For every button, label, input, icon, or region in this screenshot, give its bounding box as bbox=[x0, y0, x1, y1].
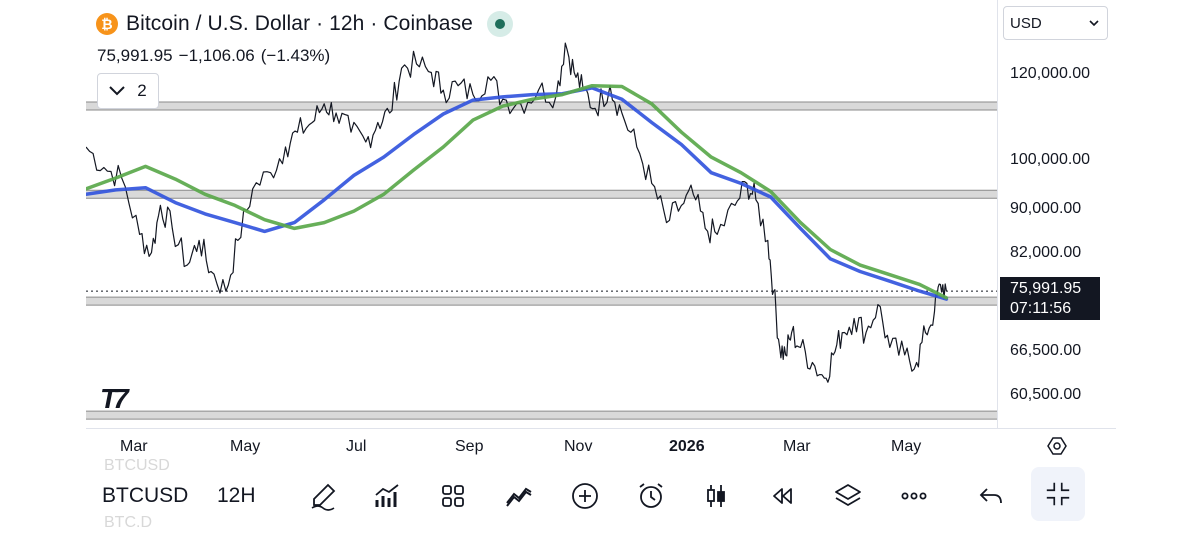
grid-icon bbox=[442, 485, 464, 507]
price-series-line[interactable] bbox=[86, 42, 947, 383]
chart-pane[interactable] bbox=[86, 0, 997, 428]
bar-countdown: 07:11:56 bbox=[1010, 300, 1072, 317]
plus-circle-icon bbox=[572, 483, 598, 509]
symbol-ghost-prev: BTCUSD bbox=[104, 457, 170, 474]
moving-average-fast-line[interactable] bbox=[86, 86, 949, 301]
time-tick: Sep bbox=[455, 438, 484, 455]
candlestick-icon bbox=[707, 485, 725, 507]
price-change: −1,106.06 bbox=[178, 46, 255, 65]
time-axis[interactable] bbox=[86, 428, 1116, 467]
level-band[interactable] bbox=[86, 102, 997, 111]
price-tick: 82,000.00 bbox=[1010, 244, 1082, 261]
symbol-header[interactable]: ₿ Bitcoin / U.S. Dollar · 12h · Coinbase bbox=[96, 11, 513, 37]
compare-lines-icon bbox=[506, 487, 532, 507]
layers-icon bbox=[835, 484, 861, 507]
symbol-title[interactable]: Bitcoin / U.S. Dollar · 12h · Coinbase bbox=[126, 12, 473, 35]
last-price-label: 75,991.95 07:11:56 bbox=[1000, 277, 1100, 320]
add-button[interactable] bbox=[567, 478, 603, 514]
price-chart[interactable] bbox=[86, 0, 997, 428]
price-change-percent: (−1.43%) bbox=[260, 46, 331, 65]
compare-button[interactable] bbox=[501, 478, 537, 514]
level-band[interactable] bbox=[86, 411, 997, 420]
time-tick: Nov bbox=[564, 438, 593, 455]
object-tree-button[interactable] bbox=[830, 478, 866, 514]
rewind-icon bbox=[773, 488, 792, 504]
moving-average-slow-line[interactable] bbox=[86, 83, 949, 300]
price-axis[interactable] bbox=[997, 0, 1116, 428]
price-tick: 66,500.00 bbox=[1010, 342, 1082, 359]
price-tick: 100,000.00 bbox=[1010, 151, 1091, 168]
tradingview-logo-icon[interactable]: T7 bbox=[100, 383, 129, 414]
currency-label: USD bbox=[1010, 14, 1042, 32]
collapse-arrows-icon bbox=[1046, 482, 1070, 506]
currency-select[interactable]: USD bbox=[1003, 6, 1108, 40]
time-tick: Mar bbox=[783, 438, 811, 455]
more-button[interactable] bbox=[896, 478, 932, 514]
price-tick: 120,000.00 bbox=[1010, 65, 1091, 82]
chevron-down-icon bbox=[109, 86, 125, 96]
time-tick-year: 2026 bbox=[669, 438, 705, 455]
pen-icon bbox=[311, 483, 336, 511]
price-tick: 60,500.00 bbox=[1010, 386, 1082, 403]
drawing-tool-button[interactable] bbox=[305, 478, 341, 514]
time-tick: May bbox=[891, 438, 922, 455]
layouts-button[interactable] bbox=[435, 478, 471, 514]
level-band[interactable] bbox=[86, 297, 997, 306]
last-price: 75,991.95 bbox=[97, 46, 173, 65]
level-band[interactable] bbox=[86, 190, 997, 199]
last-price-value: 75,991.95 bbox=[1010, 280, 1082, 297]
indicators-toggle-button[interactable]: 2 bbox=[97, 73, 159, 109]
time-tick: Mar bbox=[120, 438, 148, 455]
time-tick: May bbox=[230, 438, 261, 455]
quote-line: 75,991.95 −1,106.06 (−1.43%) bbox=[97, 46, 336, 66]
symbol-button[interactable]: BTCUSD bbox=[102, 484, 189, 507]
chart-settings-icon[interactable] bbox=[1047, 436, 1067, 461]
market-status-icon[interactable] bbox=[486, 11, 513, 37]
price-tick: 90,000.00 bbox=[1010, 200, 1082, 217]
bar-chart-icon bbox=[375, 484, 399, 507]
undo-arrow-icon bbox=[979, 488, 1002, 504]
more-dots-icon bbox=[901, 492, 927, 500]
collapse-button[interactable] bbox=[1031, 467, 1085, 521]
alarm-clock-icon bbox=[639, 483, 663, 508]
timeframe-button[interactable]: 12H bbox=[217, 484, 256, 507]
replay-button[interactable] bbox=[764, 478, 800, 514]
indicators-button[interactable] bbox=[369, 478, 405, 514]
indicators-count: 2 bbox=[137, 81, 147, 100]
bitcoin-icon: ₿ bbox=[96, 13, 118, 35]
chevron-down-icon bbox=[1089, 19, 1099, 26]
chart-type-button[interactable] bbox=[698, 478, 734, 514]
alerts-button[interactable] bbox=[633, 478, 669, 514]
undo-button[interactable] bbox=[973, 478, 1009, 514]
symbol-ghost-next: BTC.D bbox=[104, 514, 152, 531]
time-tick: Jul bbox=[346, 438, 367, 455]
